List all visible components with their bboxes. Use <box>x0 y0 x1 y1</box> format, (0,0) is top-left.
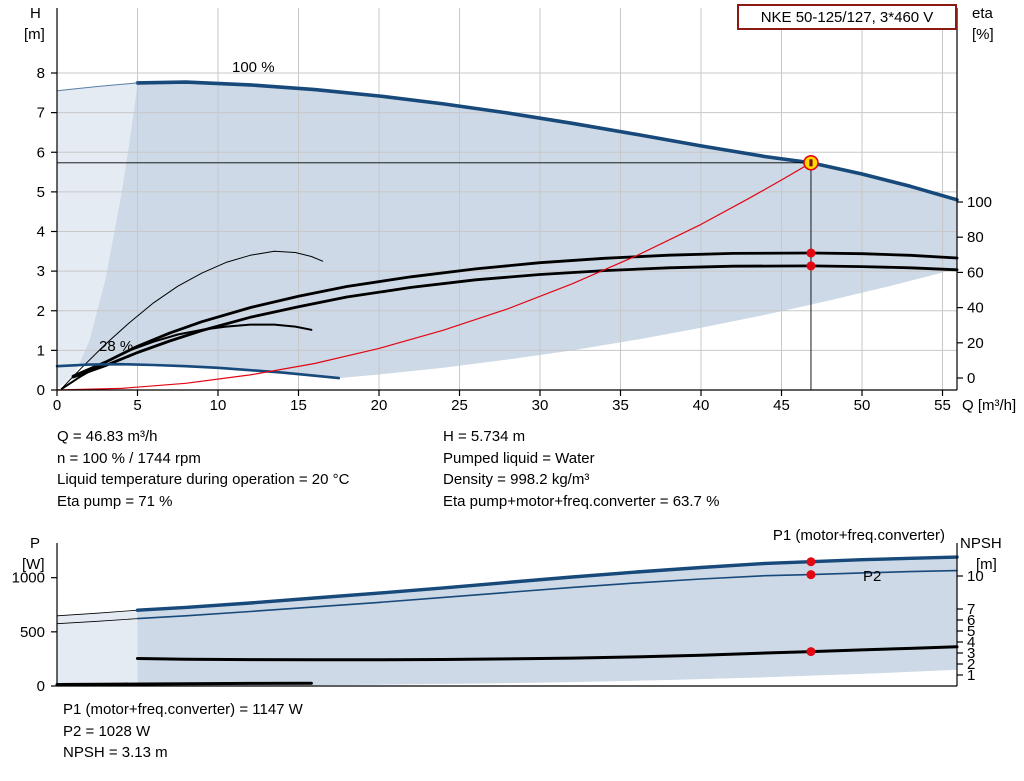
eta-tick-label: 20 <box>967 335 984 352</box>
h-tick-label: 8 <box>37 65 45 82</box>
p2-extension <box>56 618 138 625</box>
x-tick-label: 20 <box>371 397 388 414</box>
p2-curve <box>136 569 958 620</box>
p-tick-label: 1000 <box>12 570 45 587</box>
npsh-curve <box>136 645 959 662</box>
h-tick-label: 4 <box>37 224 45 241</box>
p1-curve <box>135 555 959 612</box>
head-chart-plot: 0 5 10 15 20 25 30 35 40 45 50 55012345678020406080… <box>37 8 992 414</box>
eta-tick-label: 80 <box>967 229 984 246</box>
info-line: Pumped liquid = Water <box>443 449 595 467</box>
h-tick-label: 3 <box>37 263 45 280</box>
h-tick-label: 5 <box>37 184 45 201</box>
p1-curve-label: P1 (motor+freq.converter) <box>773 527 945 544</box>
npsh-axis-title: NPSH <box>960 535 1002 552</box>
npsh-tick-label: 1 <box>967 667 975 684</box>
info-line: Liquid temperature during operation = 20… <box>57 471 350 489</box>
flow-axis-label: Q [m³/h] <box>962 397 1016 414</box>
speed-100-label: 100 % <box>232 59 275 76</box>
eta-tick-label: 40 <box>967 300 984 317</box>
x-tick-label: 25 <box>451 397 468 414</box>
x-tick-label: 35 <box>612 397 629 414</box>
head-axis-unit: [m] <box>24 26 45 43</box>
info-line: Eta pump = 71 % <box>57 492 173 510</box>
h-tick-label: 2 <box>37 303 45 320</box>
eta-axis-unit: [%] <box>972 26 994 43</box>
info-line: Q = 46.83 m³/h <box>57 428 158 445</box>
info-line: P1 (motor+freq.converter) = 1147 W <box>63 701 303 718</box>
npsh-tick-label: 2 <box>967 656 975 673</box>
p2-curve-label: P2 <box>863 568 881 585</box>
h-tick-label: 1 <box>37 342 45 359</box>
power-range-left <box>57 610 138 686</box>
eta-pump-dot <box>806 248 816 258</box>
p-tick-label: 0 <box>37 678 45 695</box>
npsh-axis-unit: [m] <box>976 556 997 573</box>
eta-tick-label: 60 <box>967 264 984 281</box>
info-line: H = 5.734 m <box>443 428 526 445</box>
p1-extension <box>56 609 138 617</box>
duty-info-right: H = 5.734 m Pumped liquid = Water Densit… <box>443 426 719 512</box>
eta-tick-label: 0 <box>967 370 975 387</box>
power-axis-title: P <box>30 535 40 552</box>
p1-dot <box>806 557 816 567</box>
duty-info-left: Q = 46.83 m³/h n = 100 % / 1744 rpm Liqu… <box>57 426 349 512</box>
h-tick-label: 6 <box>37 144 45 161</box>
head-axis-title: H <box>30 5 41 22</box>
operating-range <box>57 82 957 388</box>
npsh-tick-label: 3 <box>967 645 975 662</box>
pump-curve-100pct <box>135 80 959 202</box>
npsh-tick-label: 5 <box>967 623 975 640</box>
p-tick-label: 500 <box>20 624 45 641</box>
info-line: Eta pump+motor+freq.converter = 63.7 % <box>443 492 720 510</box>
h-tick-label: 0 <box>37 382 45 399</box>
x-tick-label: 10 <box>210 397 227 414</box>
npsh-tick-label: 7 <box>967 601 975 618</box>
pump-curve-28pct <box>55 362 341 380</box>
eta-total-dot <box>806 261 816 271</box>
info-line: n = 100 % / 1744 rpm <box>57 449 201 467</box>
x-tick-label: 5 <box>133 397 141 414</box>
npsh-tick-label: 10 <box>967 568 984 585</box>
npsh-dot <box>806 647 816 657</box>
eta-total-curve <box>71 264 959 379</box>
p2-dot <box>806 570 816 580</box>
p-28pct-curve <box>55 681 313 686</box>
info-line: Density = 998.2 kg/m³ <box>443 471 590 489</box>
x-tick-label: 45 <box>773 397 790 414</box>
eta-tick-label: 100 <box>967 194 992 211</box>
h-tick-label: 7 <box>37 105 45 122</box>
envelope-top-edge <box>56 82 138 92</box>
npsh-tick-label: 6 <box>967 612 975 629</box>
info-line: NPSH = 3.13 m <box>63 744 168 762</box>
x-tick-label: 40 <box>693 397 710 414</box>
eta-28pct-pump <box>61 250 324 389</box>
x-tick-label: 30 <box>532 397 549 414</box>
x-tick-label: 15 <box>290 397 307 414</box>
operating-range-left <box>57 82 138 389</box>
control-curve <box>56 162 812 391</box>
duty-marker-glyph <box>809 159 813 167</box>
pump-model-title: NKE 50-125/127, 3*460 V <box>737 4 957 30</box>
npsh-tick-label: 4 <box>967 634 975 651</box>
power-axis-unit: [W] <box>22 556 45 573</box>
speed-28-label: 28 % <box>99 338 133 355</box>
x-tick-label: 50 <box>854 397 871 414</box>
info-line: P2 = 1028 W <box>63 722 151 740</box>
x-tick-label: 55 <box>934 397 951 414</box>
eta-axis-title: eta <box>972 5 994 22</box>
power-range <box>137 557 957 686</box>
eta-pump-curve <box>71 251 959 378</box>
x-tick-label: 0 <box>53 397 61 414</box>
power-info: P1 (motor+freq.converter) = 1147 W P2 = … <box>63 699 303 764</box>
